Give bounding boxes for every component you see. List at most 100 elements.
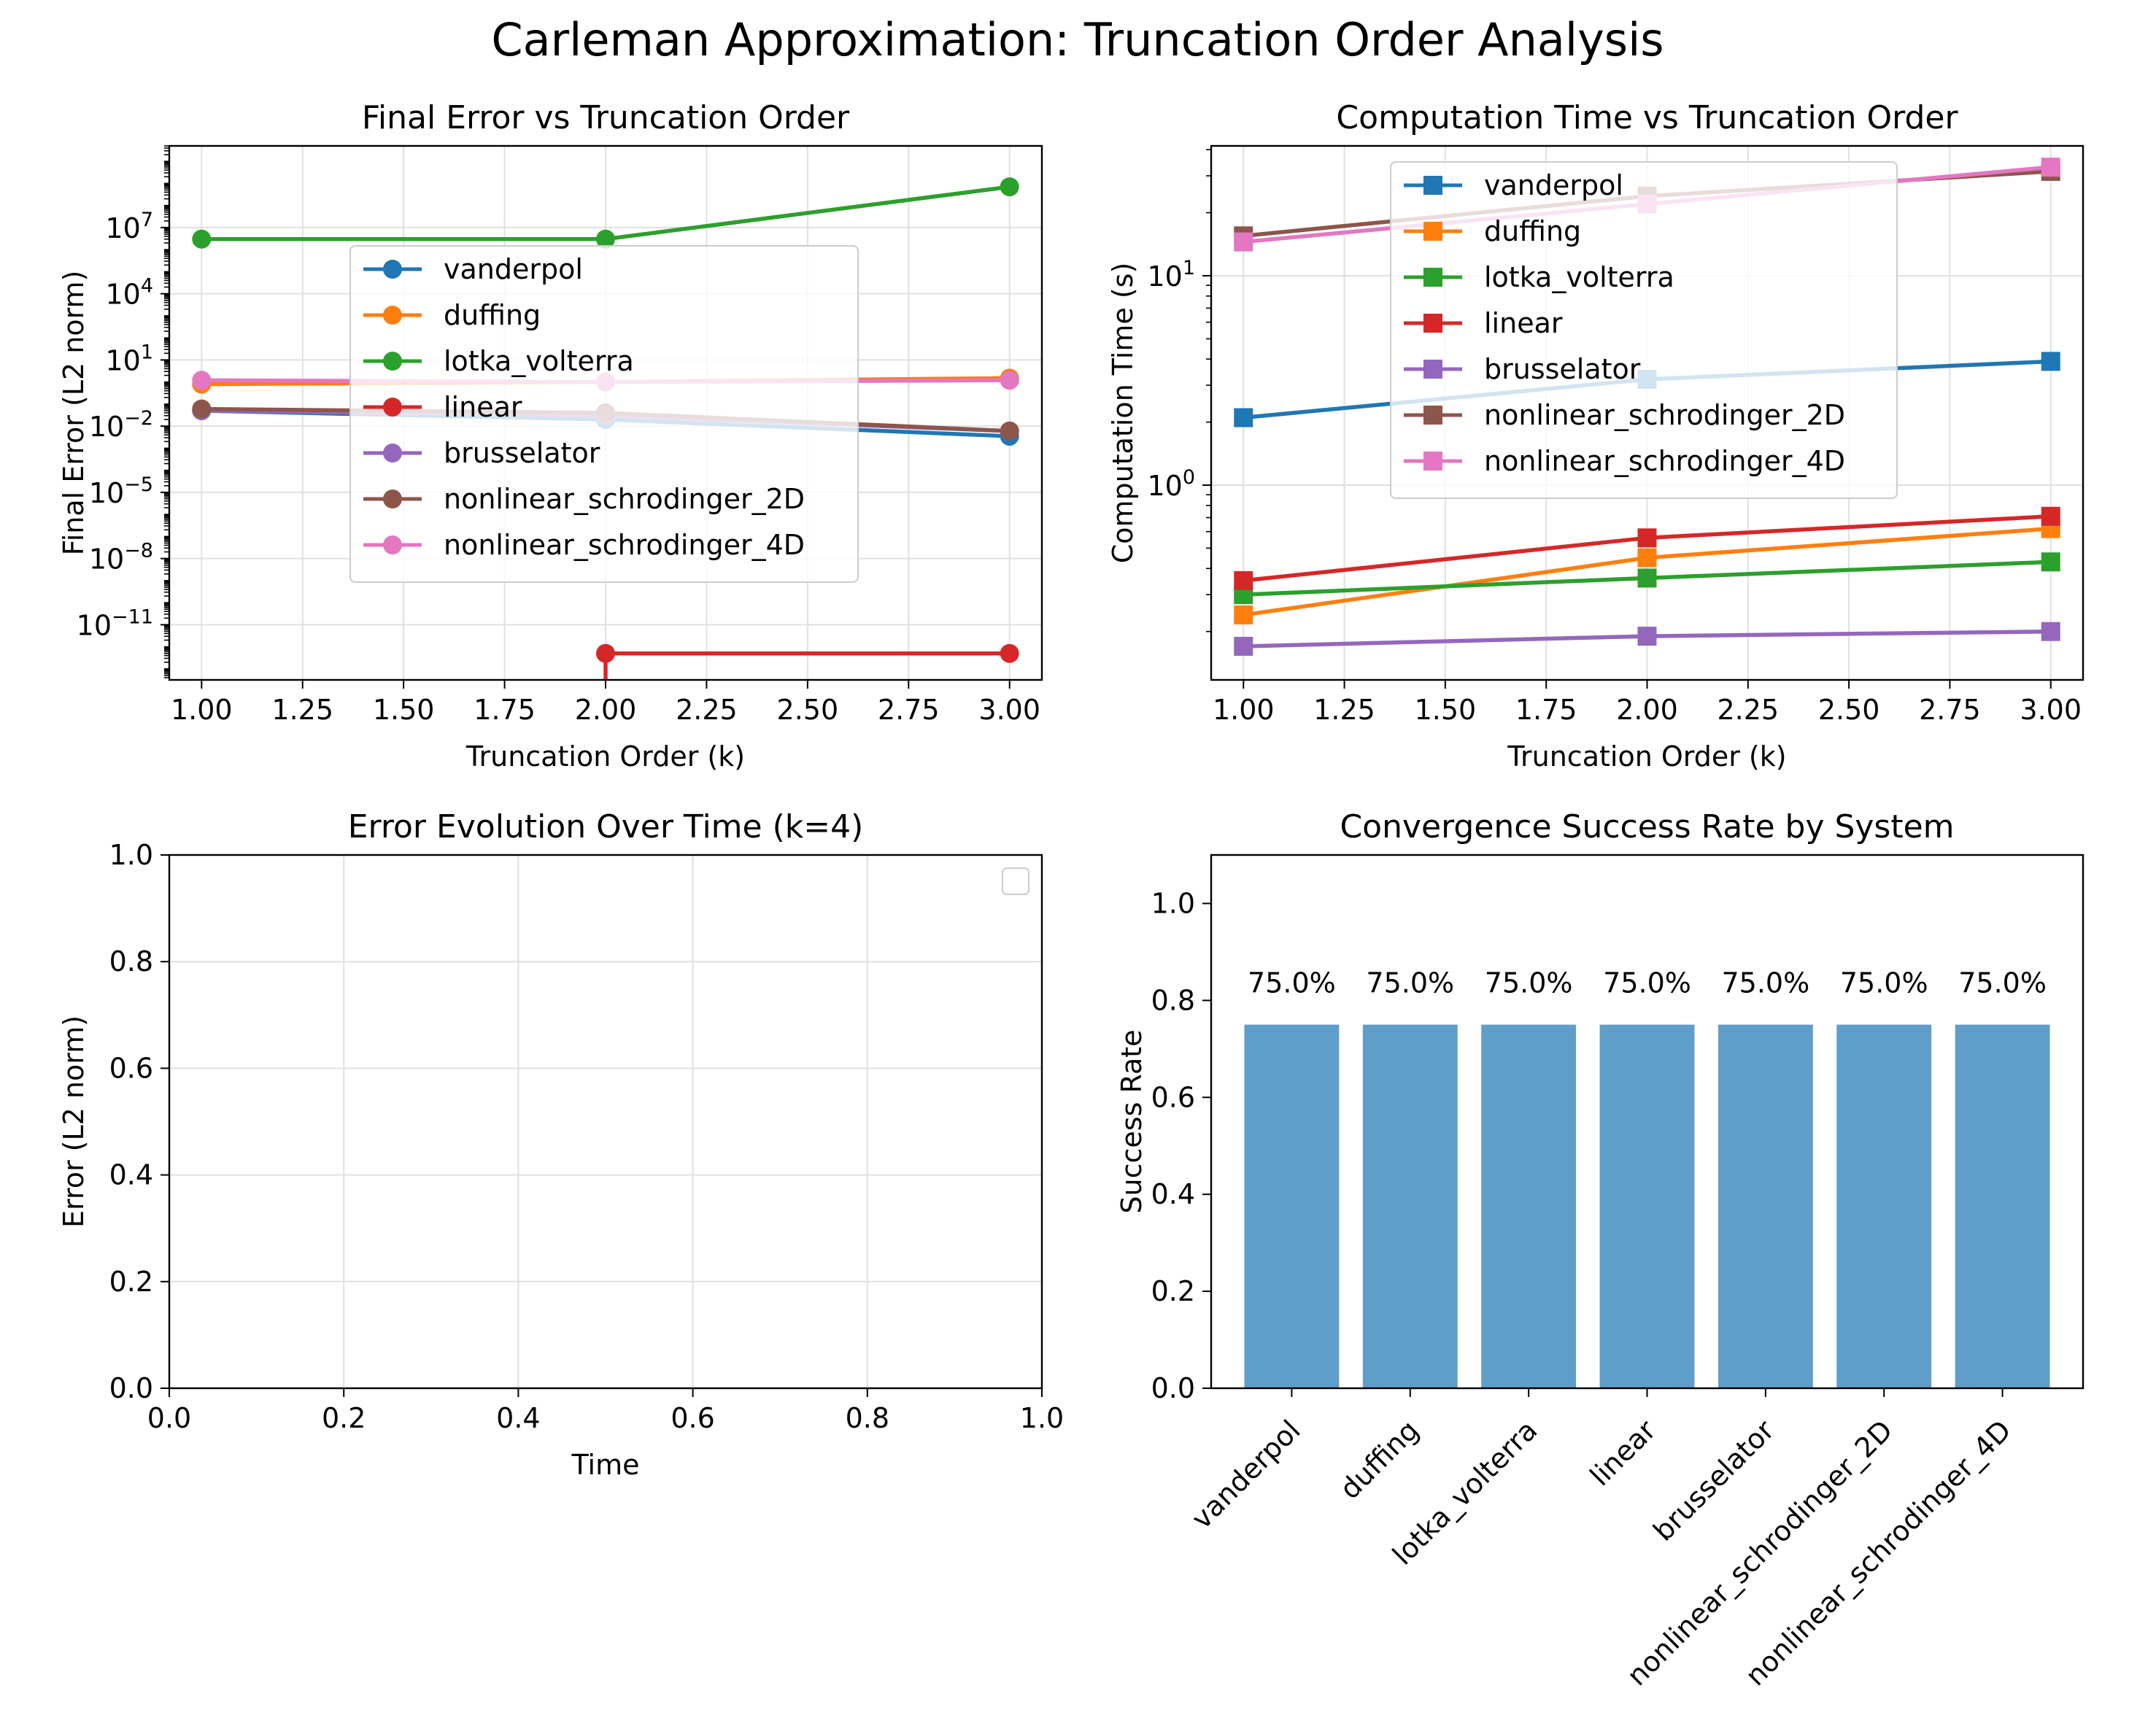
legend-marker-nonlinear_schrodinger_4D — [1423, 452, 1442, 471]
x-axis-label: Time — [571, 1449, 640, 1481]
plot-frame — [168, 144, 1043, 681]
y-axis-label: Success Rate — [1116, 1029, 1148, 1213]
y-tick-label: 0.0 — [1151, 1372, 1195, 1404]
plot-frame — [168, 854, 1043, 1390]
data-point-nonlinear_schrodinger_2D — [192, 399, 212, 419]
legend-marker-nonlinear_schrodinger_4D — [383, 535, 402, 554]
data-point-linear — [1000, 643, 1019, 663]
data-point-lotka_volterra — [596, 229, 615, 249]
legend-marker-nonlinear_schrodinger_2D — [383, 489, 402, 508]
legend-label-brusselator: brusselator — [1484, 353, 1641, 385]
bar-nonlinear_schrodinger_2D — [1836, 1024, 1932, 1388]
data-point-nonlinear_schrodinger_4D — [1000, 371, 1019, 390]
y-tick-label: 0.6 — [109, 1052, 153, 1084]
x-tick-label: 2.25 — [676, 694, 738, 726]
legend-marker-lotka_volterra — [383, 352, 402, 371]
data-point-duffing — [1234, 605, 1253, 624]
y-tick-label: 0.2 — [109, 1266, 153, 1298]
y-tick-exponent: −2 — [124, 407, 153, 430]
x-tick-label: 0.6 — [671, 1402, 714, 1434]
bar-value-label-brusselator: 75.0% — [1722, 967, 1810, 999]
x-tick-label: 3.00 — [2020, 694, 2082, 726]
x-tick-label: 1.75 — [474, 694, 536, 726]
data-point-nonlinear_schrodinger_2D — [1000, 421, 1019, 441]
data-point-brusselator — [2041, 622, 2060, 641]
data-point-nonlinear_schrodinger_4D — [2041, 158, 2060, 177]
legend-label-lotka_volterra: lotka_volterra — [444, 345, 634, 377]
panel-title: Final Error vs Truncation Order — [362, 99, 850, 136]
y-tick-label: 107 — [105, 209, 153, 244]
bar-value-label-linear: 75.0% — [1603, 967, 1691, 999]
bar-vanderpol — [1244, 1024, 1340, 1388]
bar-value-label-nonlinear_schrodinger_2D: 75.0% — [1840, 967, 1928, 999]
x-tick-label-vanderpol: vanderpol — [1186, 1414, 1307, 1535]
y-tick-label: 10−5 — [89, 473, 153, 509]
data-point-linear — [596, 643, 615, 663]
x-tick-label: 0.8 — [846, 1402, 889, 1434]
x-tick-label: 2.50 — [1818, 694, 1880, 726]
x-tick-label: 3.00 — [978, 694, 1040, 726]
x-tick-label: 2.00 — [575, 694, 637, 726]
y-axis-label: Final Error (L2 norm) — [58, 271, 90, 556]
x-tick-label: 1.25 — [271, 694, 333, 726]
y-tick-exponent: −8 — [124, 540, 153, 562]
x-tick-label: 1.50 — [1415, 694, 1477, 726]
legend-marker-nonlinear_schrodinger_2D — [1423, 406, 1442, 425]
data-point-nonlinear_schrodinger_4D — [1234, 232, 1253, 252]
y-tick-base: 10 — [105, 279, 140, 311]
x-tick-label: 2.25 — [1718, 694, 1780, 726]
data-point-duffing — [1637, 548, 1657, 568]
y-tick-label: 0.6 — [1151, 1081, 1195, 1113]
y-tick-exponent: −11 — [112, 605, 153, 628]
y-axis-label: Error (L2 norm) — [58, 1015, 90, 1228]
y-tick-exponent: 1 — [1183, 257, 1195, 279]
y-tick-label: 10−8 — [89, 540, 153, 576]
y-tick-base: 10 — [89, 411, 124, 443]
figure-title: Carleman Approximation: Truncation Order… — [491, 13, 1664, 66]
x-tick-label: 1.0 — [1020, 1402, 1064, 1434]
x-tick-label: 1.75 — [1515, 694, 1577, 726]
x-axis-label: Truncation Order (k) — [1507, 740, 1786, 773]
y-tick-label: 0.2 — [1151, 1275, 1195, 1307]
y-tick-label: 104 — [105, 275, 153, 311]
panel-success-rate: 0.0 0.2 0.4 0.6 0.8 1.0 75.0% vanderpol 75.0% duf… — [1116, 808, 2084, 1692]
y-tick-label: 10−2 — [89, 407, 153, 443]
legend-label-brusselator: brusselator — [444, 437, 600, 469]
x-tick-label: 1.50 — [373, 694, 435, 726]
panel-computation-time: 1.00 1.25 1.50 1.75 2.00 2.25 2.50 2.75 3.001011… — [1107, 99, 2084, 773]
legend-label-duffing: duffing — [1484, 215, 1581, 247]
plot-frame — [1210, 144, 2084, 681]
bar-duffing — [1362, 1024, 1458, 1388]
panel-error-evolution: 0.0 0.2 0.4 0.6 0.8 1.0 0.0 0.2 0.4 0.6 0.8 1.0 Erro… — [58, 808, 1064, 1481]
x-tick-label: 0.2 — [322, 1402, 366, 1434]
legend-marker-vanderpol — [1423, 176, 1442, 195]
y-axis-label: Computation Time (s) — [1107, 263, 1139, 564]
data-point-vanderpol — [1234, 408, 1253, 427]
data-point-brusselator — [1637, 627, 1657, 646]
y-tick-base: 10 — [105, 344, 140, 376]
y-tick-base: 10 — [77, 609, 112, 641]
legend-label-duffing: duffing — [444, 299, 541, 331]
y-tick-base: 10 — [89, 477, 124, 509]
x-tick-label-duffing: duffing — [1334, 1414, 1425, 1505]
plot-frame — [1210, 854, 2084, 1390]
data-point-lotka_volterra — [2041, 552, 2060, 572]
legend-box — [1390, 161, 1898, 499]
legend-marker-lotka_volterra — [1423, 268, 1442, 287]
bar-value-label-lotka_volterra: 75.0% — [1485, 967, 1573, 999]
y-tick-label: 0.8 — [1151, 984, 1195, 1016]
y-tick-label: 10−11 — [77, 605, 153, 641]
data-point-lotka_volterra — [1000, 177, 1019, 197]
y-tick-label: 0.8 — [109, 945, 153, 978]
legend-label-lotka_volterra: lotka_volterra — [1484, 261, 1674, 293]
legend-label-vanderpol: vanderpol — [1484, 169, 1623, 201]
legend-marker-vanderpol — [383, 260, 402, 279]
panel-title: Convergence Success Rate by System — [1340, 808, 1954, 845]
bar-value-label-vanderpol: 75.0% — [1248, 967, 1336, 999]
x-tick-label: 2.00 — [1616, 694, 1678, 726]
x-tick-label: 1.00 — [1213, 694, 1275, 726]
x-tick-label: 0.0 — [147, 1402, 191, 1434]
y-tick-label: 0.4 — [1151, 1178, 1195, 1210]
x-tick-label: 1.25 — [1313, 694, 1375, 726]
